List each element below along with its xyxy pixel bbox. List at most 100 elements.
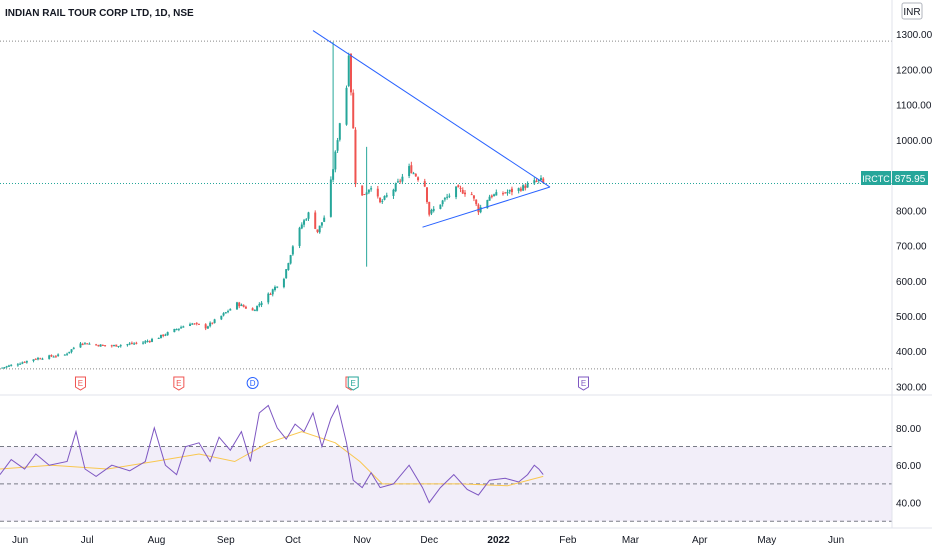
rsi-line — [0, 404, 544, 504]
candle-body — [446, 196, 449, 198]
candle-body — [251, 308, 254, 311]
candle-body — [269, 293, 272, 295]
candle-body — [305, 219, 308, 221]
candle-body — [414, 173, 417, 177]
time-tick-label: Sep — [217, 535, 235, 546]
event-marker-label: E — [176, 379, 181, 388]
candle-body — [352, 92, 355, 129]
candle-body — [113, 345, 116, 347]
candle-body — [260, 302, 263, 305]
candle-body — [68, 351, 71, 354]
candle-body — [222, 313, 225, 316]
candle-body — [479, 207, 482, 213]
candle-body — [146, 340, 149, 342]
candle-body — [79, 343, 82, 348]
rsi-tick-label: 80.00 — [896, 424, 921, 435]
candle-body — [399, 180, 402, 182]
candle-body — [256, 305, 259, 311]
candle-body — [99, 344, 102, 347]
time-tick-label: Mar — [622, 535, 640, 546]
candle-body — [10, 364, 13, 366]
candle-body — [329, 179, 332, 217]
candle-body — [464, 192, 467, 195]
candle-body — [135, 342, 138, 344]
candle-body — [439, 204, 442, 209]
time-tick-label: Feb — [559, 535, 577, 546]
price-pane[interactable]: EEDEEE — [0, 30, 892, 391]
time-tick-label: May — [757, 535, 776, 546]
event-marker-label: E — [581, 379, 586, 388]
price-tick-label: 700.00 — [896, 242, 927, 253]
candle-body — [432, 208, 435, 211]
symbol-tag-text: IRCTC — [862, 174, 890, 184]
candle-body — [455, 186, 458, 198]
candle-body — [506, 192, 509, 194]
price-tick-label: 300.00 — [896, 382, 927, 393]
candle-body — [50, 354, 53, 357]
candle-body — [367, 189, 370, 193]
candle-body — [211, 322, 214, 324]
candle-body — [425, 187, 428, 202]
candle-body — [86, 343, 89, 345]
rsi-tick-label: 60.00 — [896, 461, 921, 472]
candle-body — [229, 309, 232, 311]
candle-body — [347, 55, 350, 86]
chart-title: INDIAN RAIL TOUR CORP LTD, 1D, NSE — [5, 8, 194, 19]
candle-body — [128, 343, 131, 345]
earnings-marker — [347, 376, 359, 391]
candle-body — [526, 183, 529, 188]
price-axis[interactable]: INR 300.00 400.00 500.00 600.00 700.00 800.00… — [891, 0, 932, 528]
last-price-label: IRCTC 875.95 — [861, 171, 928, 185]
candle-body — [81, 343, 84, 345]
candle-body — [363, 194, 366, 196]
rsi-levels — [0, 446, 892, 522]
candle-body — [314, 212, 317, 229]
candle-body — [394, 183, 397, 192]
candle-body — [428, 201, 431, 215]
event-markers[interactable]: EEDEEE — [74, 376, 589, 391]
time-axis-ticks: Jun Jul Aug Sep Oct Nov Dec 2022 Feb Mar Apr May Jun — [12, 535, 844, 546]
candle-body — [448, 195, 451, 197]
time-tick-label: Jun — [12, 535, 28, 546]
candle-body — [504, 192, 507, 194]
candle-body — [34, 358, 37, 360]
candle-body — [224, 312, 227, 314]
candle-body — [182, 326, 185, 328]
candle-body — [423, 181, 426, 187]
candle-body — [486, 200, 489, 209]
trendlines[interactable] — [312, 30, 551, 228]
candle-body — [303, 220, 306, 225]
candle-body — [104, 345, 107, 347]
candle-body — [97, 345, 100, 347]
dividend-marker — [246, 377, 259, 389]
candle-body — [227, 311, 230, 313]
candle-body — [365, 192, 368, 195]
currency-badge[interactable] — [901, 2, 923, 20]
time-tick-label: Jun — [828, 535, 844, 546]
candle-body — [88, 343, 91, 345]
time-axis[interactable]: Jun Jul Aug Sep Oct Nov Dec 2022 Feb Mar Apr May Jun — [0, 527, 932, 546]
candle-body — [332, 169, 335, 180]
candle-body — [383, 196, 386, 200]
candle-body — [206, 326, 209, 329]
candle-body — [287, 263, 290, 270]
rsi-pane[interactable] — [0, 404, 892, 522]
candle-body — [345, 87, 348, 125]
candle-body — [417, 177, 420, 181]
price-tick-label: 600.00 — [896, 277, 927, 288]
candle-body — [472, 195, 475, 199]
candle-body — [300, 224, 303, 229]
candle-body — [376, 188, 379, 197]
earnings-marker — [173, 376, 185, 391]
candle-body — [189, 324, 192, 327]
price-tick-label: 1000.00 — [896, 136, 932, 147]
event-marker-label: D — [250, 379, 256, 388]
candle-body — [238, 302, 241, 307]
rsi-tick-label: 40.00 — [896, 499, 921, 510]
candle-body — [209, 322, 212, 327]
time-tick-label: Jul — [81, 535, 94, 546]
candle-body — [180, 327, 183, 329]
candle-body — [52, 356, 55, 358]
candle-body — [204, 324, 207, 329]
candle-body — [502, 193, 505, 195]
